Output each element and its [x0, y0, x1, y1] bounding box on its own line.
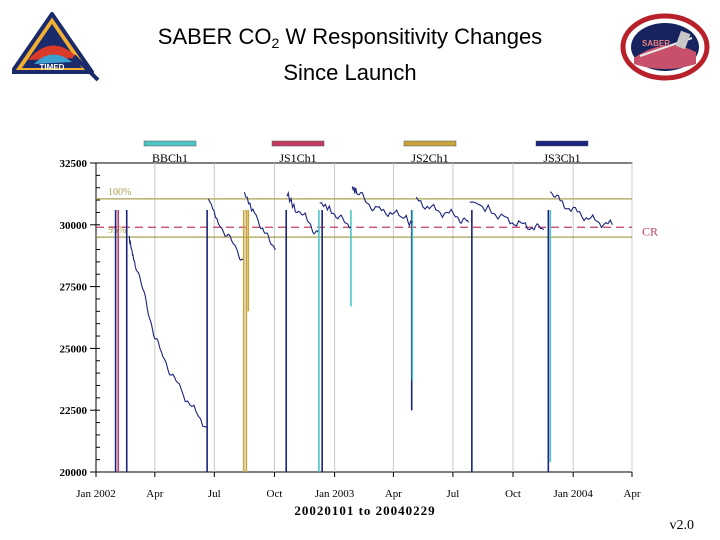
series-js3ch1-segment — [286, 190, 319, 235]
x-tick-label: Jul — [446, 488, 459, 500]
legend-swatch-js2ch1 — [403, 140, 457, 147]
plot-frame — [95, 162, 633, 473]
x-tick-label: Jan 2002 — [76, 488, 115, 500]
gridlines — [96, 163, 633, 472]
chart-title: SABER CO2 W Responsitivity Changes Since… — [100, 22, 600, 88]
saber-logo: SABER — [620, 13, 710, 81]
series-js3ch1-segment — [207, 198, 244, 261]
legend-label-bbch1: BBCh1 — [152, 151, 188, 165]
x-tick-label: Oct — [505, 488, 521, 500]
series-js3ch1-segment — [549, 191, 613, 229]
legend-label-js2ch1: JS2Ch1 — [411, 151, 448, 165]
timed-logo-text: TIMED — [40, 63, 65, 72]
series-js3ch1-segment — [319, 202, 352, 229]
version-label: v2.0 — [669, 518, 695, 533]
y-tick-labels: 20000 22500 25000 27500 30000 32500 — [60, 158, 96, 479]
legend: BBCh1 JS1Ch1 JS2Ch1 JS3Ch1 — [143, 140, 589, 165]
x-tick-label: Jan 2004 — [553, 488, 593, 500]
y-tick-label: 22500 — [60, 405, 88, 417]
x-tick-label: Apr — [385, 488, 402, 500]
x-tick-label: Oct — [267, 488, 283, 500]
reference-lines: 100% 95% CR — [96, 187, 658, 238]
y-tick-label: 32500 — [60, 158, 88, 170]
x-tick-labels: Jan 2002 Apr Jul Oct Jan 2003 Apr Jul Oct Jan 20… — [76, 472, 641, 500]
series-js3ch1-segment — [243, 192, 277, 251]
y-tick-label: 27500 — [60, 282, 88, 294]
title-line-1: SABER CO2 W Responsitivity Changes — [157, 24, 543, 51]
dropout-lines — [114, 209, 552, 472]
legend-label-js1ch1: JS1Ch1 — [279, 151, 316, 165]
legend-swatch-js1ch1 — [271, 140, 325, 147]
x-tick-label: Apr — [146, 488, 163, 500]
series-js3ch1-segment — [351, 186, 413, 228]
x-tick-label: Apr — [623, 488, 640, 500]
y-tick-label: 25000 — [60, 343, 88, 355]
series-js3ch1-segment — [469, 201, 545, 231]
x-tick-label: Jan 2003 — [315, 488, 355, 500]
legend-label-js3ch1: JS3Ch1 — [543, 151, 580, 165]
x-axis-label: 20020101 to 20040229 — [294, 503, 435, 518]
series-js3ch1-segment — [128, 235, 208, 429]
plot-area-border — [95, 162, 633, 473]
timed-logo: TIMED — [12, 12, 100, 82]
x-tick-label: Jul — [208, 488, 221, 500]
legend-swatch-js3ch1 — [535, 140, 589, 147]
legend-swatch-bbch1 — [143, 140, 197, 147]
y-tick-label: 20000 — [60, 467, 88, 479]
title-line-2: Since Launch — [283, 60, 417, 85]
reference-label-100pct: 100% — [108, 187, 131, 198]
reference-label-cr: CR — [642, 224, 658, 238]
series-lines — [128, 186, 613, 429]
reference-label-95pct: 95% — [108, 225, 126, 236]
y-tick-label: 30000 — [60, 220, 88, 232]
saber-logo-text: SABER — [642, 39, 670, 48]
series-js3ch1-segment — [415, 196, 470, 225]
